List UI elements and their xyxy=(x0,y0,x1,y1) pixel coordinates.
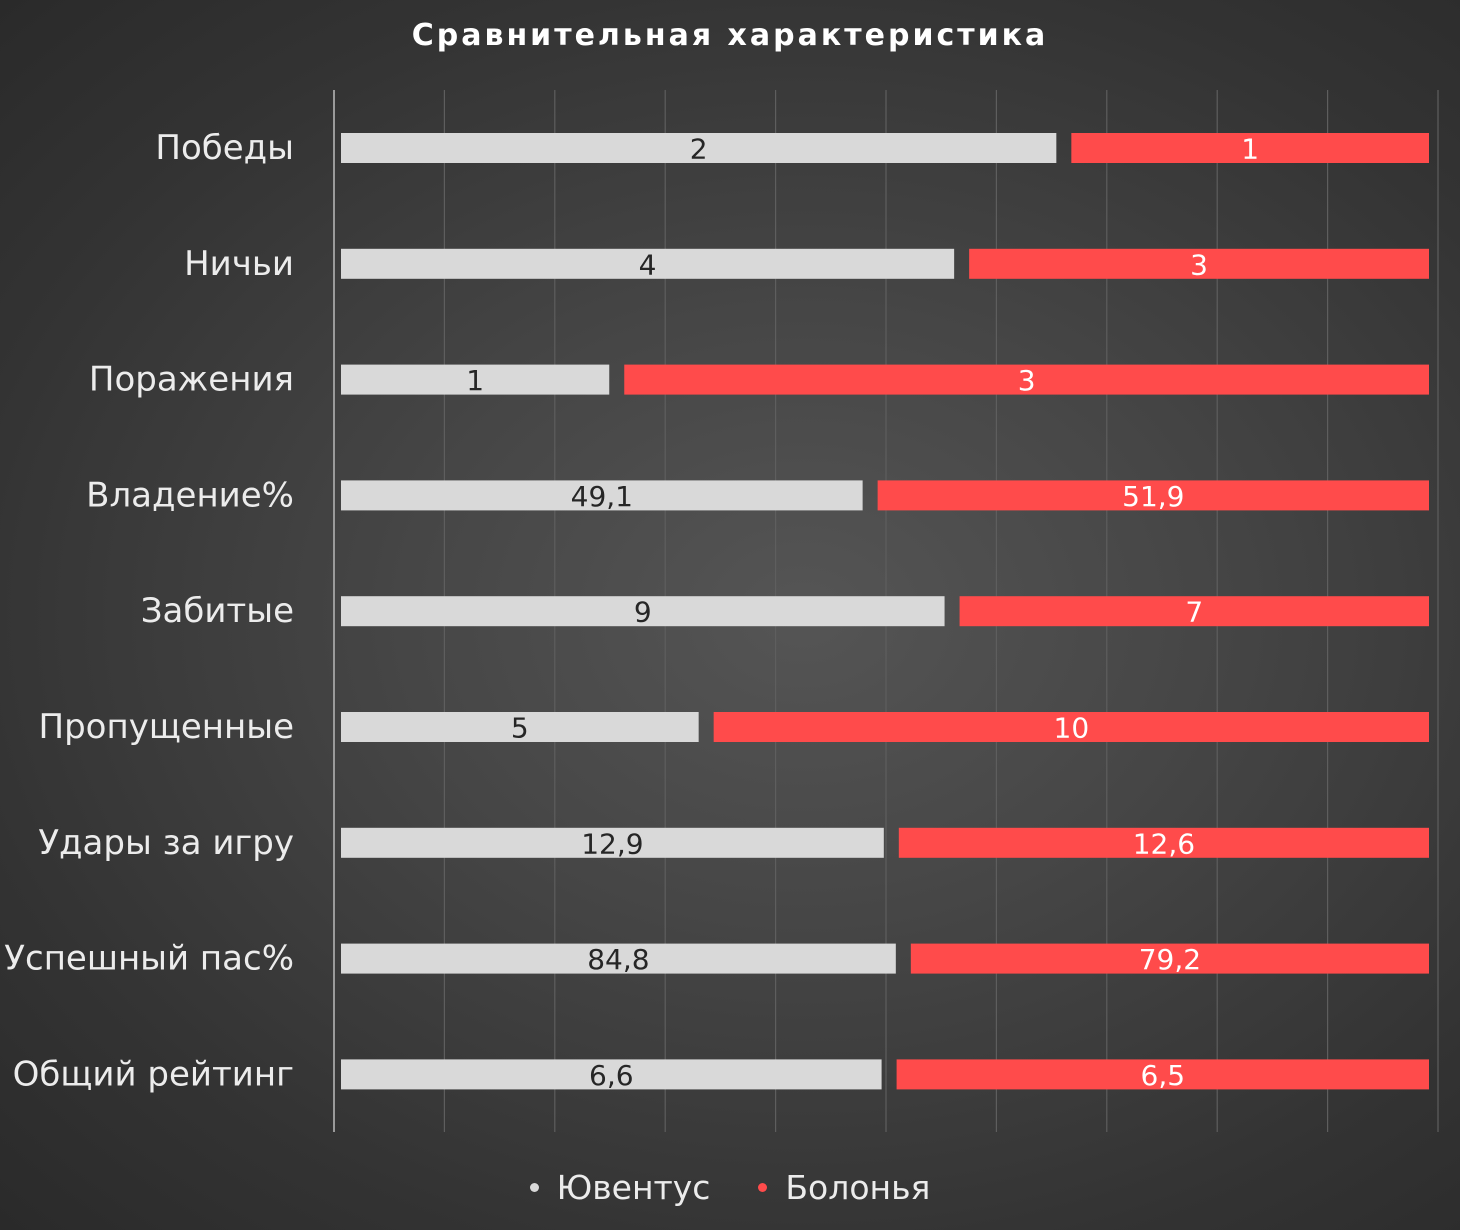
bar-bologna xyxy=(896,1059,1429,1090)
data-label-juventus: 4 xyxy=(639,248,657,281)
legend-marker-juventus xyxy=(529,1183,539,1192)
bar-juventus xyxy=(341,712,699,742)
data-label-juventus: 6,6 xyxy=(589,1059,634,1092)
legend-marker-bologna xyxy=(758,1183,768,1192)
data-label-bologna: 1 xyxy=(1241,133,1259,166)
bar-juventus xyxy=(341,248,955,279)
legend-label-juventus: Ювентус xyxy=(556,1168,711,1207)
category-label: Общий рейтинг xyxy=(13,1054,294,1094)
bar-juventus xyxy=(341,596,945,627)
bar-bologna xyxy=(624,364,1429,395)
bar-juventus xyxy=(341,480,863,511)
chart-title: Сравнительная характеристика xyxy=(411,18,1049,53)
bar-juventus xyxy=(341,1059,882,1090)
data-label-bologna: 51,9 xyxy=(1122,480,1184,513)
bar-bologna xyxy=(877,480,1429,511)
bar-bologna xyxy=(1071,133,1429,163)
bar-bologna xyxy=(959,596,1429,627)
bar-bologna xyxy=(910,943,1429,974)
bar-juventus xyxy=(341,364,610,395)
legend-label-bologna: Болонья xyxy=(785,1168,931,1207)
bar-juventus xyxy=(341,943,896,974)
data-label-juventus: 5 xyxy=(511,712,529,745)
category-label: Удары за игру xyxy=(38,823,294,863)
category-label: Пропущенные xyxy=(39,707,294,747)
category-label: Ничьи xyxy=(184,244,294,284)
legend-item-bologna: Болонья xyxy=(758,1168,930,1207)
data-label-juventus: 84,8 xyxy=(587,943,649,976)
data-label-juventus: 9 xyxy=(634,596,652,629)
category-label: Успешный пас% xyxy=(4,939,294,979)
data-label-bologna: 3 xyxy=(1190,248,1208,281)
data-label-bologna: 10 xyxy=(1054,712,1090,745)
legend: Ювентус Болонья xyxy=(0,1168,1460,1207)
bar-bologna xyxy=(969,248,1429,279)
data-label-juventus: 1 xyxy=(466,364,484,397)
data-label-bologna: 6,5 xyxy=(1141,1059,1186,1092)
data-label-bologna: 3 xyxy=(1018,364,1036,397)
bar-bologna xyxy=(713,712,1429,742)
bar-juventus xyxy=(341,133,1057,163)
bar-juventus xyxy=(341,827,884,858)
data-label-bologna: 12,6 xyxy=(1133,827,1195,860)
category-label: Поражения xyxy=(89,360,294,400)
data-label-bologna: 7 xyxy=(1185,596,1203,629)
bar-bologna xyxy=(898,827,1429,858)
category-label: Победы xyxy=(155,128,294,168)
bar-chart-plot: Победы 2 1 Ничьи 4 3 Поражения 1 3 Владение% 49,1 5… xyxy=(4,90,1439,1132)
data-label-bologna: 79,2 xyxy=(1139,943,1201,976)
data-label-juventus: 12,9 xyxy=(581,827,643,860)
category-label: Владение% xyxy=(86,475,294,515)
category-label: Забитые xyxy=(141,591,294,631)
data-label-juventus: 49,1 xyxy=(571,480,633,513)
data-label-juventus: 2 xyxy=(690,133,708,166)
legend-item-juventus: Ювентус xyxy=(529,1168,711,1207)
